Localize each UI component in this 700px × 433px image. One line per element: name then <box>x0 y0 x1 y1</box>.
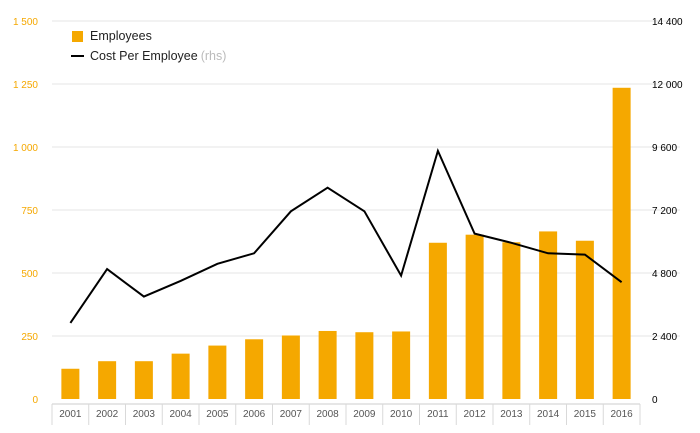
bar-employees <box>98 361 117 399</box>
y-left-tick-label: 1 250 <box>13 80 38 91</box>
y-left-tick-label: 250 <box>21 332 38 343</box>
y-right-tick-label: 14 400 <box>652 17 683 28</box>
x-tick-label: 2015 <box>574 409 597 420</box>
bar-employees <box>134 361 153 399</box>
x-tick-label: 2011 <box>427 409 449 420</box>
bar-employees <box>208 345 227 399</box>
x-tick-label: 2012 <box>464 409 487 420</box>
x-tick-label: 2016 <box>611 409 634 420</box>
x-tick-label: 2006 <box>243 409 266 420</box>
bar-employees <box>281 335 300 399</box>
y-left-tick-label: 750 <box>21 206 38 217</box>
legend-label-employees: Employees <box>90 29 152 43</box>
legend-swatch-cost-per-employee <box>71 55 84 57</box>
bar-employees <box>539 231 558 399</box>
legend-swatch-employees <box>72 30 83 42</box>
bar-employees <box>318 330 337 399</box>
y-right-tick-label: 12 000 <box>652 80 683 91</box>
x-tick-label: 2008 <box>317 409 340 420</box>
x-tick-label: 2014 <box>537 409 560 420</box>
bar-employees <box>61 368 80 399</box>
bar-employees <box>392 331 411 399</box>
x-tick-label: 2013 <box>500 409 523 420</box>
y-left-tick-label: 0 <box>32 395 38 406</box>
x-tick-label: 2010 <box>390 409 413 420</box>
bar-employees <box>355 332 374 399</box>
y-right-tick-label: 2 400 <box>652 332 677 343</box>
y-left-tick-label: 1 500 <box>13 17 38 28</box>
bar-employees <box>575 240 594 399</box>
bar-employees <box>465 234 484 399</box>
bar-employees <box>428 242 447 399</box>
bar-employees <box>245 339 264 399</box>
legend-label-cost-per-employee: Cost Per Employee <box>90 49 198 63</box>
legend-item-employees: Employees <box>72 26 226 46</box>
y-right-tick-label: 7 200 <box>652 206 677 217</box>
x-tick-label: 2005 <box>206 409 229 420</box>
x-tick-label: 2004 <box>170 409 193 420</box>
legend-item-cost-per-employee: Cost Per Employee (rhs) <box>71 46 227 66</box>
bar-employees <box>612 87 631 399</box>
x-tick-label: 2003 <box>133 409 156 420</box>
y-left-tick-label: 500 <box>21 269 38 280</box>
x-tick-label: 2007 <box>280 409 303 420</box>
bar-employees <box>502 242 521 399</box>
x-tick-label: 2001 <box>59 409 82 420</box>
legend: Employees Cost Per Employee (rhs) <box>71 26 227 66</box>
x-tick-label: 2009 <box>353 409 376 420</box>
bar-employees <box>171 353 190 399</box>
y-right-tick-label: 4 800 <box>652 269 677 280</box>
line-cost-per-employee <box>69 148 623 324</box>
y-right-tick-label: 0 <box>652 395 658 406</box>
x-tick-label: 2002 <box>96 409 119 420</box>
y-left-tick-label: 1 000 <box>13 143 38 154</box>
legend-suffix-rhs: (rhs) <box>200 49 227 63</box>
y-right-tick-label: 9 600 <box>652 143 677 154</box>
